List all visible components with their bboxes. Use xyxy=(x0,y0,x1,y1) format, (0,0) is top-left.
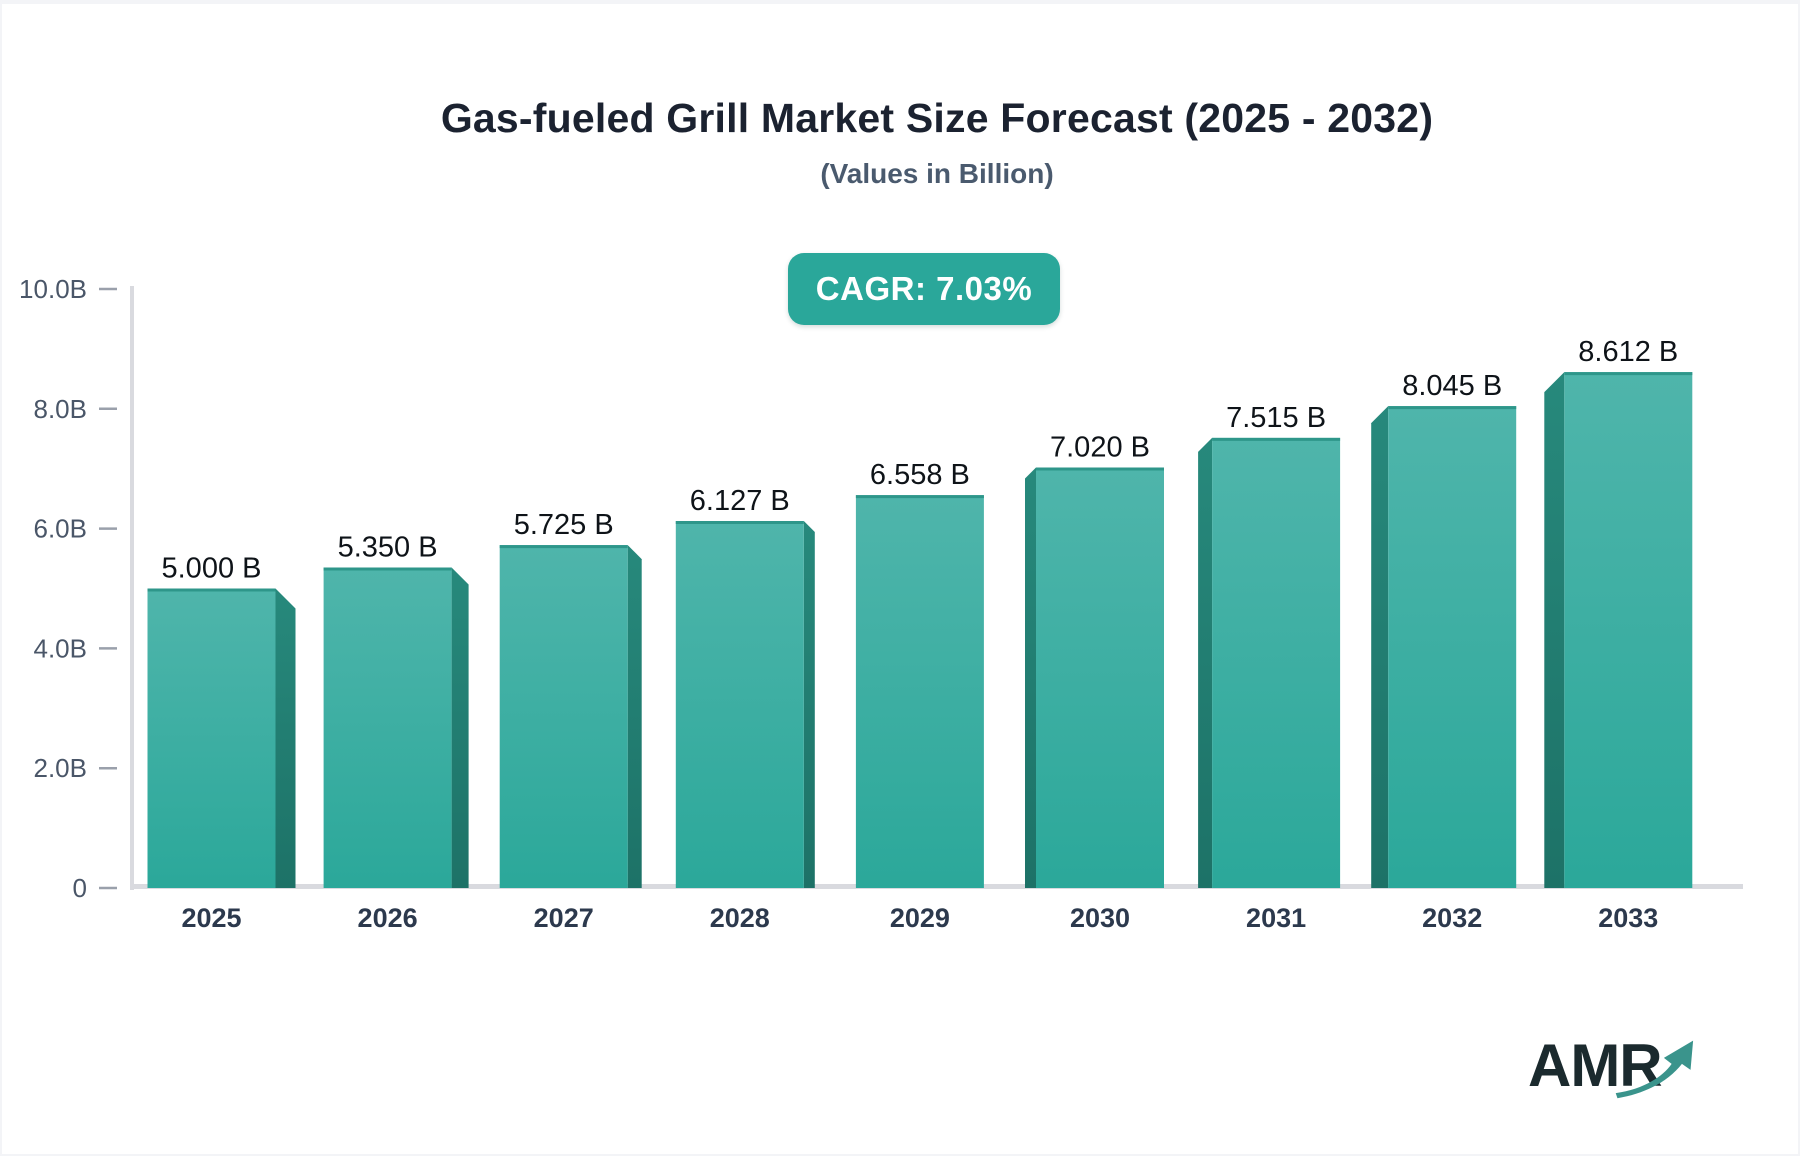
category-label-2029: 2029 xyxy=(890,903,950,933)
category-label-2026: 2026 xyxy=(358,903,418,933)
bar-side-2030 xyxy=(1025,467,1036,888)
bar-2032 xyxy=(1388,406,1517,888)
y-tick-label: 0 xyxy=(73,873,87,903)
y-tick-label: 4.0B xyxy=(34,633,88,663)
brand-logo: AMR xyxy=(1528,1028,1728,1124)
bar-2026 xyxy=(323,567,452,888)
value-label-2032: 8.045 B xyxy=(1402,370,1502,402)
bar-side-2033 xyxy=(1544,372,1565,888)
bar-side-2032 xyxy=(1371,406,1389,888)
bar-side-2027 xyxy=(627,545,642,888)
bar-side-2026 xyxy=(451,567,469,888)
bar-side-2028 xyxy=(803,520,815,888)
chart-title: Gas-fueled Grill Market Size Forecast (2… xyxy=(440,95,1434,141)
value-label-2027: 5.725 B xyxy=(514,509,614,541)
value-label-2030: 7.020 B xyxy=(1050,432,1150,464)
y-tick-label: 6.0B xyxy=(34,514,88,544)
value-label-2028: 6.127 B xyxy=(690,485,790,517)
logo-text: AMR xyxy=(1528,1032,1663,1099)
chart-header: Gas-fueled Grill Market Size Forecast (2… xyxy=(137,94,1737,190)
bar-2027 xyxy=(499,545,628,888)
bar-2031 xyxy=(1212,437,1341,888)
bar-side-2031 xyxy=(1198,437,1213,888)
value-label-2031: 7.515 B xyxy=(1226,402,1326,434)
category-label-2030: 2030 xyxy=(1070,903,1130,933)
category-label-2025: 2025 xyxy=(181,903,241,933)
bar-2025 xyxy=(147,588,276,888)
value-label-2026: 5.350 B xyxy=(338,532,438,564)
bar-side-2025 xyxy=(275,588,296,888)
y-tick-label: 10.0B xyxy=(19,274,87,304)
bar-2029 xyxy=(855,495,984,888)
category-label-2031: 2031 xyxy=(1246,903,1306,933)
category-label-2027: 2027 xyxy=(534,903,594,933)
bar-2033 xyxy=(1564,372,1693,888)
y-tick-label: 2.0B xyxy=(34,753,88,783)
chart-subtitle: (Values in Billion) xyxy=(820,158,1054,189)
bar-2028 xyxy=(675,520,804,888)
value-label-2033: 8.612 B xyxy=(1578,336,1678,368)
category-label-2028: 2028 xyxy=(710,903,770,933)
value-label-2025: 5.000 B xyxy=(162,553,262,585)
cagr-badge: CAGR: 7.03% xyxy=(788,253,1060,325)
value-label-2029: 6.558 B xyxy=(870,459,970,491)
category-label-2033: 2033 xyxy=(1598,903,1658,933)
y-tick-label: 8.0B xyxy=(34,394,88,424)
growth-arrow-icon xyxy=(1615,1040,1694,1099)
bar-2030 xyxy=(1036,467,1164,888)
category-label-2032: 2032 xyxy=(1422,903,1482,933)
